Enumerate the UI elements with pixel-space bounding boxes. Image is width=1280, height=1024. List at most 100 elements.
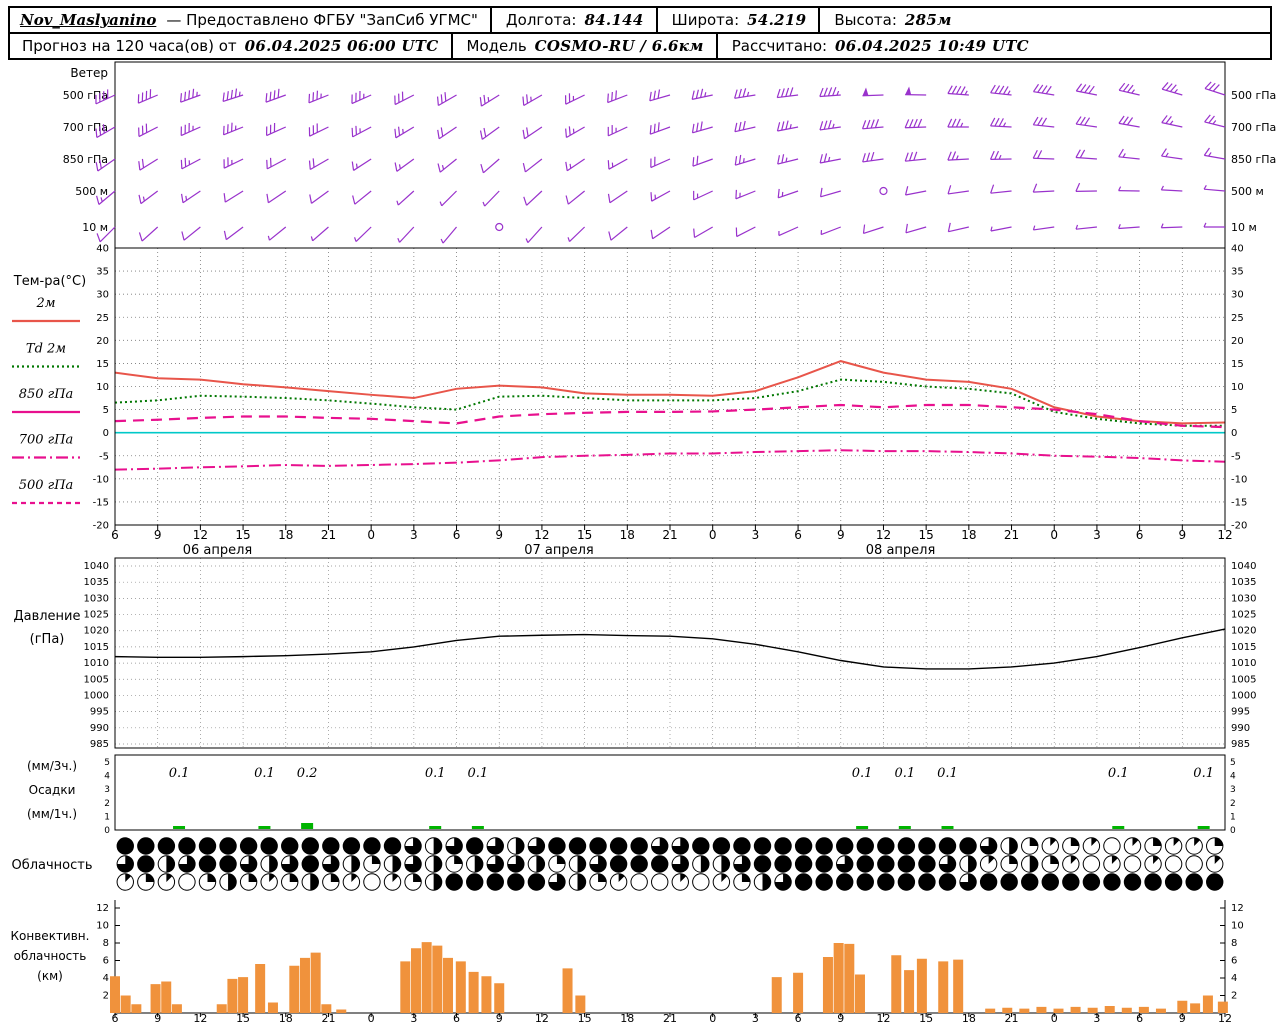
svg-text:9: 9 (495, 528, 503, 542)
svg-text:Ветер: Ветер (70, 66, 108, 80)
convective-bar (110, 976, 120, 1013)
svg-text:10 м: 10 м (82, 221, 108, 234)
svg-text:06 апреля: 06 апреля (183, 543, 253, 558)
pressure-panel: 1040 1040 1035 1035 1030 1030 1025 1025 1020 1020… (13, 557, 1256, 750)
svg-text:0.1: 0.1 (1193, 766, 1214, 781)
svg-text:0.1: 0.1 (894, 766, 915, 781)
svg-text:40: 40 (96, 244, 109, 255)
svg-text:20: 20 (1231, 336, 1244, 347)
header-divider (655, 8, 658, 32)
svg-text:21: 21 (1005, 1012, 1019, 1024)
precip-bar (173, 826, 186, 829)
latitude-label: Широта: (671, 11, 740, 29)
svg-text:1: 1 (104, 812, 110, 822)
convective-bar (1138, 1006, 1149, 1013)
svg-text:0: 0 (709, 528, 717, 542)
convective-bar (1202, 995, 1213, 1013)
svg-text:(гПа): (гПа) (30, 632, 65, 647)
svg-text:2: 2 (103, 991, 109, 1002)
convective-bar (255, 964, 266, 1013)
convective-bar (216, 1004, 227, 1013)
calc-label: Рассчитано: (731, 37, 828, 55)
model-name: COSMO-RU / 6.6км (534, 37, 704, 55)
svg-text:-10: -10 (1231, 474, 1247, 485)
precip-bar (1197, 826, 1210, 829)
svg-text:12: 12 (534, 528, 549, 542)
header-row-2: Прогноз на 120 часа(ов) от 06.04.2025 06… (10, 32, 1270, 58)
svg-text:2: 2 (104, 799, 110, 809)
svg-text:850 гПа: 850 гПа (63, 153, 108, 166)
convective-bar (833, 943, 844, 1013)
svg-text:500 гПа: 500 гПа (19, 478, 74, 493)
precipitation-panel: 5 5 4 4 3 3 2 2 1 1 0 0 (мм/3ч.) Осадки (мм/1ч.) 0.1 0.1… (27, 754, 1236, 836)
svg-text:3: 3 (104, 785, 110, 795)
header-row-1: Nov_Maslyanino — Предоставлено ФГБУ "Зап… (10, 8, 1270, 32)
latitude-value: 54.219 (747, 11, 807, 29)
svg-text:9: 9 (837, 528, 845, 542)
svg-text:0.2: 0.2 (297, 766, 318, 781)
svg-text:1000: 1000 (84, 690, 109, 701)
svg-text:12: 12 (535, 1012, 549, 1024)
convective-bar (161, 981, 172, 1013)
forecast-time: 06.04.2025 06:00 UTC (244, 37, 439, 55)
precip-bar (301, 823, 314, 829)
svg-text:0: 0 (104, 826, 110, 836)
convective-bar (1121, 1007, 1132, 1013)
svg-text:0.1: 0.1 (1108, 766, 1129, 781)
svg-text:9: 9 (1179, 1012, 1186, 1024)
svg-text:12: 12 (876, 1012, 890, 1024)
svg-text:9: 9 (837, 1012, 844, 1024)
svg-text:40: 40 (1231, 244, 1244, 255)
time-axis: 6 9 12 15 18 21 0 3 6 9 12 15 18 21 0 3 6 9 12 15 18 21 0 3 6 9 12… (111, 525, 1233, 558)
svg-text:15: 15 (578, 1012, 592, 1024)
svg-text:12: 12 (1218, 1012, 1232, 1024)
svg-text:3: 3 (1230, 785, 1236, 795)
convective-bar (1177, 1000, 1188, 1013)
header: Nov_Maslyanino — Предоставлено ФГБУ "Зап… (8, 6, 1272, 60)
svg-text:1030: 1030 (1231, 593, 1256, 604)
svg-text:15: 15 (577, 528, 592, 542)
series-700 гПа (115, 449, 1225, 471)
svg-text:-15: -15 (93, 497, 109, 508)
convective-bar (844, 943, 855, 1013)
svg-text:1035: 1035 (1231, 577, 1256, 588)
svg-text:10: 10 (96, 921, 109, 932)
svg-text:Давление: Давление (13, 609, 80, 624)
convective-bar (938, 961, 949, 1013)
svg-text:30: 30 (96, 290, 109, 301)
svg-text:3: 3 (1093, 528, 1101, 542)
svg-text:07 апреля: 07 апреля (524, 543, 594, 558)
svg-text:0: 0 (1230, 826, 1236, 836)
svg-text:0.1: 0.1 (425, 766, 446, 781)
svg-text:5: 5 (1231, 405, 1237, 416)
svg-text:9: 9 (154, 1012, 161, 1024)
svg-text:12: 12 (876, 528, 891, 542)
convective-bar (120, 995, 131, 1013)
svg-text:Конвективн.: Конвективн. (11, 929, 90, 943)
convective-bar (481, 976, 492, 1013)
svg-text:700 гПа: 700 гПа (19, 433, 74, 448)
svg-text:3: 3 (752, 528, 760, 542)
altitude-label: Высота: (834, 11, 897, 29)
convective-bar (1087, 1007, 1098, 1013)
svg-text:5: 5 (1230, 758, 1236, 768)
precip-bar (258, 826, 271, 829)
svg-text:0.1: 0.1 (468, 766, 489, 781)
svg-text:6: 6 (795, 1012, 802, 1024)
svg-text:0: 0 (367, 528, 375, 542)
svg-text:985: 985 (90, 739, 109, 750)
svg-text:-5: -5 (99, 451, 109, 462)
convective-bar (891, 955, 902, 1013)
convective-bar (1104, 1006, 1115, 1013)
svg-text:21: 21 (663, 1012, 677, 1024)
svg-text:Тем-ра(°C): Тем-ра(°C) (13, 274, 86, 289)
svg-text:Осадки: Осадки (29, 783, 76, 797)
svg-text:500 гПа: 500 гПа (63, 89, 108, 102)
longitude-label: Долгота: (505, 11, 577, 29)
svg-text:0.1: 0.1 (169, 766, 190, 781)
svg-text:6: 6 (794, 528, 802, 542)
svg-text:15: 15 (236, 1012, 250, 1024)
svg-text:1025: 1025 (1231, 610, 1256, 621)
